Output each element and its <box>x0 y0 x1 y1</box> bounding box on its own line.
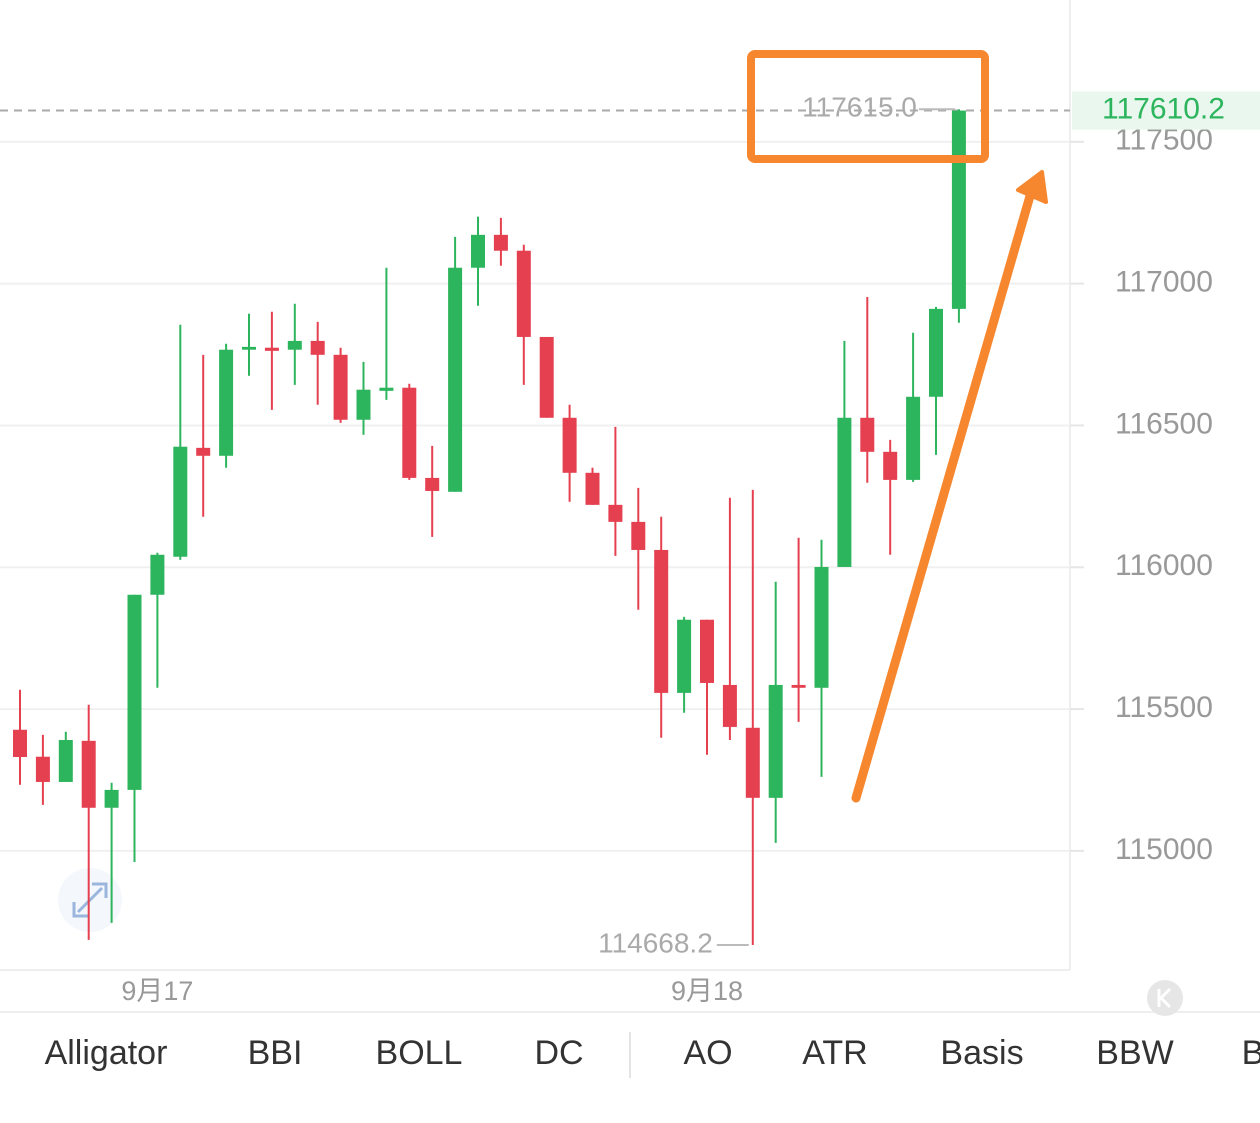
candle-body <box>219 349 234 456</box>
candle-body <box>333 354 348 420</box>
candle-body <box>13 729 27 757</box>
last-price-box <box>1072 91 1260 130</box>
candle-body <box>585 472 600 505</box>
candle-body <box>402 387 417 478</box>
candle-body <box>929 308 943 397</box>
candle-body <box>814 566 829 688</box>
candle-body <box>81 740 96 808</box>
candle-body <box>196 447 211 456</box>
candle-body <box>791 684 806 688</box>
indicator-tab[interactable]: BOLL <box>376 1034 463 1072</box>
candle-body <box>654 549 669 693</box>
candle-body <box>745 727 760 798</box>
expand-icon[interactable] <box>72 882 108 918</box>
candle-body <box>539 336 554 418</box>
trend-arrow <box>851 191 1035 803</box>
last-price-label: 117610.2 <box>1102 92 1225 125</box>
candle-body <box>310 340 325 355</box>
candle-body <box>768 684 783 798</box>
indicator-tab[interactable]: AO <box>683 1034 732 1072</box>
trend-arrow-head <box>1016 170 1048 204</box>
y-tick-label: 115000 <box>1115 833 1213 866</box>
candle-body <box>493 234 508 251</box>
candle-body <box>471 234 485 268</box>
candle-body <box>837 417 852 567</box>
indicator-tab[interactable]: Alligator <box>45 1034 168 1072</box>
candle-body <box>722 684 737 727</box>
plot-layer: 1150001155001160001165001170001175001176… <box>0 91 1260 1006</box>
candle-body <box>860 417 875 452</box>
k-icon-glyph <box>1157 987 1172 1009</box>
y-tick-label: 116000 <box>1115 549 1213 582</box>
indicator-tab[interactable]: Basis <box>940 1034 1023 1072</box>
candle-body <box>104 789 119 808</box>
x-tick-label: 9月18 <box>671 976 743 1006</box>
k-icon[interactable] <box>1147 980 1183 1016</box>
indicator-tab[interactable]: ATR <box>802 1034 867 1072</box>
y-tick-label: 116500 <box>1115 407 1213 440</box>
candle-body <box>906 396 921 480</box>
candle-body <box>700 619 714 683</box>
indicator-tab[interactable]: BBI <box>248 1034 303 1072</box>
indicator-tab[interactable]: B <box>1242 1034 1260 1072</box>
candle-body <box>883 451 898 480</box>
candle-body <box>951 110 966 309</box>
candle-body <box>516 250 531 337</box>
candle-body <box>562 417 577 473</box>
min-label: 114668.2 <box>598 927 713 958</box>
highlight-box <box>747 50 989 163</box>
max-label: 117615.0 <box>802 92 917 123</box>
candle-body <box>287 340 302 350</box>
indicator-tab[interactable]: DC <box>534 1034 583 1072</box>
candle-body <box>631 521 646 550</box>
candle-body <box>58 739 73 782</box>
candle-body <box>150 554 165 595</box>
candle-body <box>35 756 50 782</box>
candle-body <box>448 267 463 492</box>
candle-body <box>608 504 623 522</box>
candle-body <box>264 347 279 351</box>
y-tick-label: 117000 <box>1115 266 1213 299</box>
candle-body <box>425 477 440 491</box>
candle-body <box>127 594 142 790</box>
candle-body <box>242 346 256 350</box>
candle-body <box>356 389 371 420</box>
candle-body <box>173 446 188 557</box>
x-tick-label: 9月17 <box>121 976 193 1006</box>
y-tick-label: 115500 <box>1115 691 1213 724</box>
indicator-tab[interactable]: BBW <box>1096 1034 1173 1072</box>
candle-body <box>379 387 394 391</box>
candle-body <box>677 619 692 693</box>
